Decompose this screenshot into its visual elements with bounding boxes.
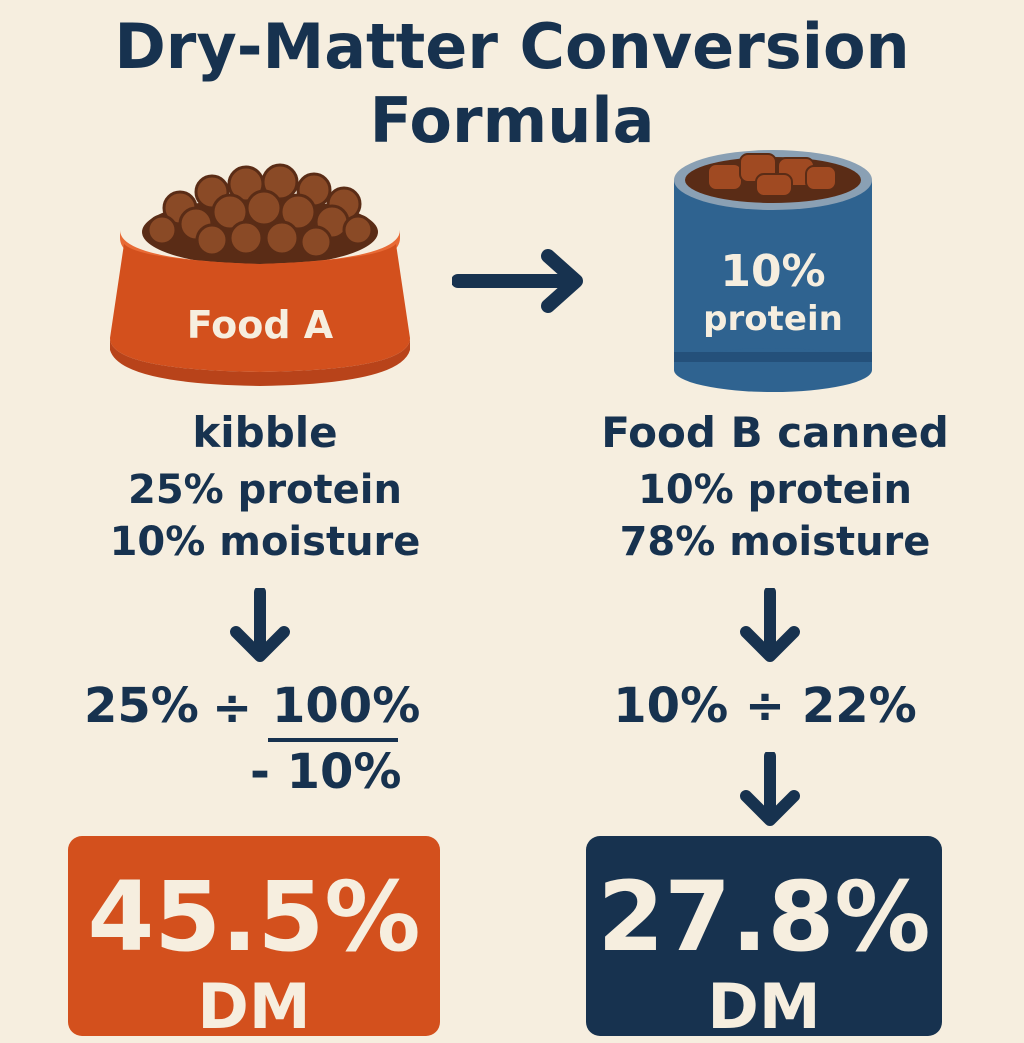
food-a-details: kibble 25% protein 10% moisture xyxy=(60,408,470,568)
arrow-down-icon xyxy=(740,752,800,826)
can-label-protein: protein xyxy=(703,299,843,339)
arrow-right-icon xyxy=(452,249,583,313)
food-b-moisture: 78% moisture xyxy=(619,519,931,565)
food-b-result-unit: DM xyxy=(707,970,821,1043)
arrow-down-icon xyxy=(740,588,800,662)
page-title: Dry-Matter Conversion Formula xyxy=(0,10,1024,158)
food-a-bowl-label: Food A xyxy=(187,303,334,347)
food-bowl-icon: Food A xyxy=(110,163,410,386)
food-a-formula-numerator: 25% xyxy=(84,678,199,734)
food-a-formula-denominator-bottom: - 10% xyxy=(250,744,402,800)
food-a-formula-denominator-top: 100% xyxy=(272,678,421,734)
title-line-1: Dry-Matter Conversion xyxy=(114,10,910,83)
food-a-protein: 25% protein xyxy=(128,467,402,513)
food-a-result-unit: DM xyxy=(197,970,311,1043)
food-b-protein: 10% protein xyxy=(638,467,912,513)
food-a-moisture: 10% moisture xyxy=(109,519,421,565)
food-b-details: Food B canned 10% protein 78% moisture xyxy=(560,408,990,568)
fraction-bar xyxy=(268,738,398,742)
food-can-icon: 10% protein xyxy=(674,150,872,392)
can-label-percent: 10% xyxy=(720,246,825,297)
title-line-2: Formula xyxy=(369,84,655,157)
food-a-name: kibble xyxy=(192,408,338,457)
food-b-name: Food B canned xyxy=(601,408,949,457)
food-b-formula: 10% ÷ 22% xyxy=(613,678,917,734)
food-b-result-value: 27.8% xyxy=(597,861,931,973)
food-a-result-value: 45.5% xyxy=(87,861,421,973)
divide-sign: ÷ xyxy=(212,680,253,736)
arrow-down-icon xyxy=(230,588,290,662)
food-b-result-box: 27.8% DM xyxy=(586,836,942,1042)
food-a-result-box: 45.5% DM xyxy=(68,836,440,1042)
